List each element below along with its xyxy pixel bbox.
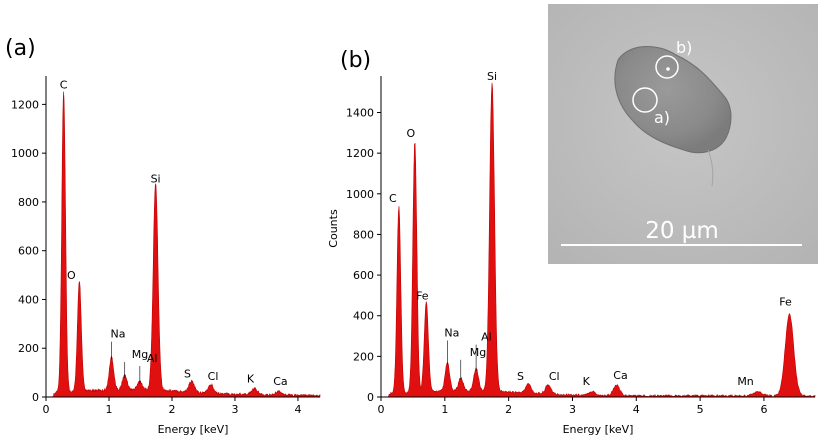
peak-label: K [247, 372, 255, 385]
y-tick-label: 1400 [346, 107, 374, 120]
peak-label: Mn [737, 375, 753, 388]
peak-label: Mg [132, 348, 148, 361]
y-tick-label: 1000 [346, 188, 374, 201]
peak-label: Fe [416, 290, 429, 303]
peak-label: Si [487, 70, 497, 83]
x-tick-label: 2 [505, 403, 512, 416]
y-tick-label: 200 [18, 342, 39, 355]
peak-label: Si [151, 173, 161, 186]
peak-label: Al [481, 331, 492, 344]
x-tick-label: 1 [441, 403, 448, 416]
x-tick-label: 4 [633, 403, 640, 416]
peak-label: Cl [549, 370, 560, 383]
panel-a-label: (a) [5, 36, 36, 61]
x-tick-label: 5 [697, 403, 704, 416]
peak-label: S [517, 370, 524, 383]
y-tick-label: 600 [18, 245, 39, 258]
y-tick-label: 400 [353, 310, 374, 323]
y-tick-label: 400 [18, 293, 39, 306]
peak-label: Na [111, 328, 126, 341]
spectrum-area [380, 82, 816, 398]
x-tick-label: 0 [43, 403, 50, 416]
spot-a-label: a) [654, 108, 670, 127]
x-tick-label: 1 [105, 403, 112, 416]
y-tick-label: 1200 [346, 147, 374, 160]
x-axis-label: Energy [keV] [563, 423, 634, 436]
peak-label: Mg [470, 346, 486, 359]
peak-label: O [67, 269, 76, 282]
peak-label: Fe [779, 296, 792, 309]
spot-b-marker [655, 55, 679, 79]
y-tick-label: 1200 [11, 98, 39, 111]
y-tick-label: 1000 [11, 147, 39, 160]
x-tick-label: 0 [378, 403, 385, 416]
spectrum-area [45, 91, 321, 398]
peak-label: C [389, 192, 397, 205]
x-tick-label: 2 [168, 403, 175, 416]
x-tick-label: 3 [231, 403, 238, 416]
spectrum-chart-a: 0 200 400 600 800 1000 1200 0 1 2 3 4 Energy [keV] C O… [11, 76, 321, 436]
x-tick-label: 3 [569, 403, 576, 416]
sem-inset: b) a) 20 µm [548, 4, 818, 264]
y-tick-label: 200 [353, 350, 374, 363]
y-tick-label: 600 [353, 269, 374, 282]
peak-label: Cl [208, 370, 219, 383]
peak-label: C [60, 79, 68, 92]
peak-label: Al [147, 352, 158, 365]
spectrum-chart-b: 0 200 400 600 800 1000 1200 1400 0 1 2 3 4 5 6 Energy [… [327, 70, 816, 436]
y-tick-label: 800 [18, 196, 39, 209]
peak-label: Na [444, 327, 459, 340]
peak-label: K [583, 375, 591, 388]
spot-b-label: b) [676, 38, 692, 57]
x-tick-label: 4 [294, 403, 301, 416]
peak-label: Ca [613, 369, 627, 382]
panel-b-label: (b) [340, 48, 371, 73]
peak-label: Ca [273, 375, 287, 388]
axis-lines [45, 76, 320, 398]
y-tick-label: 0 [32, 391, 39, 404]
y-tick-label: 800 [353, 228, 374, 241]
peak-label: O [406, 127, 415, 140]
x-tick-label: 6 [760, 403, 767, 416]
x-axis-label: Energy [keV] [158, 423, 229, 436]
peak-label: S [184, 368, 191, 381]
y-tick-label: 0 [367, 391, 374, 404]
spot-a-marker [632, 87, 658, 113]
scale-bar-label: 20 µm [645, 218, 719, 244]
sem-particle [614, 45, 732, 154]
y-axis-label: Counts [327, 209, 340, 248]
